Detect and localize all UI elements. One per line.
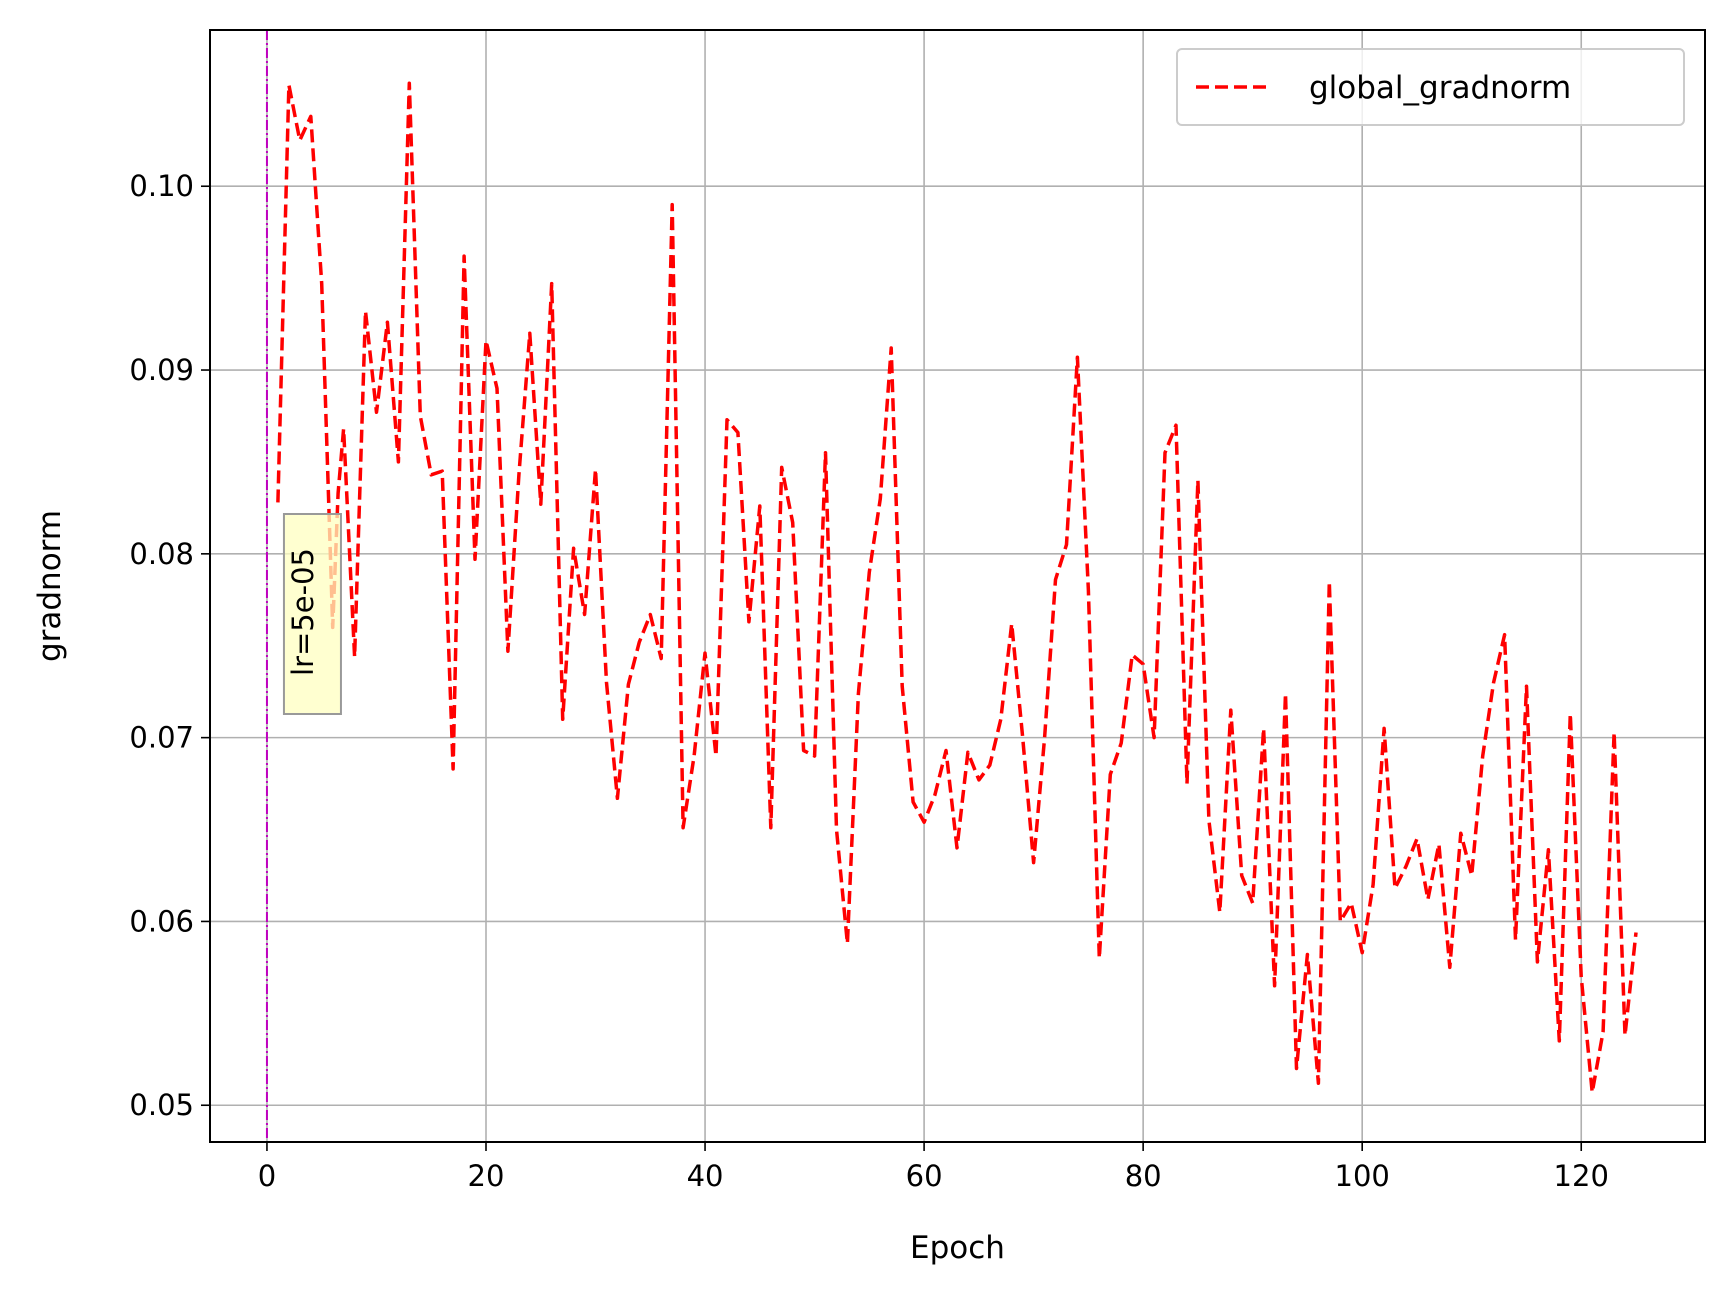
- y-axis-label: gradnorm: [32, 510, 68, 662]
- x-tick-label: 60: [906, 1159, 943, 1193]
- x-tick-label: 0: [258, 1159, 276, 1193]
- y-tick-label: 0.06: [129, 904, 194, 938]
- y-tick-label: 0.09: [129, 353, 194, 387]
- series-layer: [276, 81, 1638, 1095]
- y-tick-label: 0.08: [129, 537, 194, 571]
- y-axis-ticks: 0.05 0.06 0.07 0.08 0.09 0.10: [129, 169, 210, 1122]
- x-tick-label: 100: [1335, 1159, 1390, 1193]
- annotation-layer: lr=5e-05: [282, 513, 342, 715]
- x-tick-label: 40: [687, 1159, 724, 1193]
- y-tick-label: 0.10: [129, 169, 194, 203]
- x-tick-label: 80: [1125, 1159, 1162, 1193]
- x-tick-label: 20: [468, 1159, 505, 1193]
- legend-label: global_gradnorm: [1309, 70, 1571, 106]
- legend-box: [1176, 48, 1685, 126]
- y-tick-label: 0.05: [129, 1088, 194, 1122]
- annotation-text: lr=5e-05: [286, 548, 320, 676]
- grid-lines: [210, 30, 1705, 1142]
- x-tick-label: 120: [1554, 1159, 1609, 1193]
- y-tick-label: 0.07: [129, 721, 194, 755]
- x-axis-label: Epoch: [910, 1230, 1005, 1266]
- plot-frame: [209, 29, 1706, 1143]
- x-axis-ticks: 0 20 40 60 80 100 120: [258, 1142, 1609, 1193]
- annotation-box: [282, 513, 342, 715]
- series-line: [276, 81, 1638, 1095]
- legend: global_gradnorm: [1176, 48, 1685, 126]
